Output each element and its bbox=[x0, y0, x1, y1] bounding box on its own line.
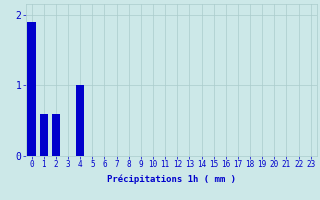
Bar bbox=[28, 22, 36, 156]
Bar bbox=[40, 114, 48, 156]
Bar bbox=[76, 85, 84, 156]
Bar bbox=[52, 114, 60, 156]
X-axis label: Précipitations 1h ( mm ): Précipitations 1h ( mm ) bbox=[107, 175, 236, 184]
